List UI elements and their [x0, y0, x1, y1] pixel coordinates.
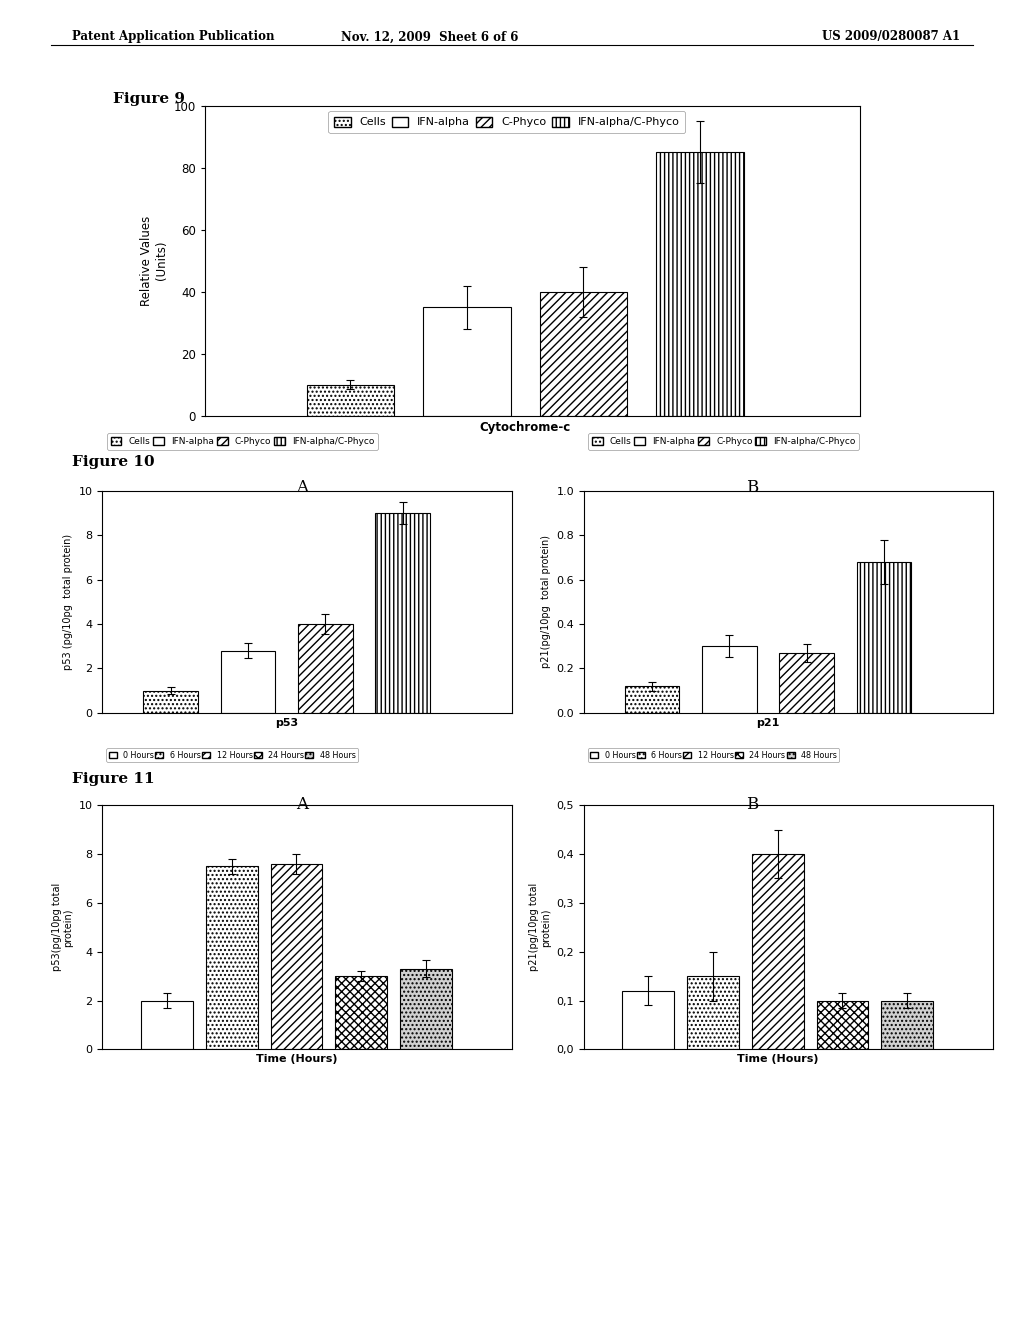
Bar: [335, 977, 387, 1049]
Bar: [143, 690, 198, 713]
Bar: [221, 651, 275, 713]
Y-axis label: p21(pg/10pg  total protein): p21(pg/10pg total protein): [541, 536, 551, 668]
Bar: [270, 863, 323, 1049]
Bar: [687, 977, 739, 1049]
Bar: [752, 854, 804, 1049]
Legend: Cells, IFN-alpha, C-Phyco, IFN-alpha/C-Phyco: Cells, IFN-alpha, C-Phyco, IFN-alpha/C-P…: [588, 433, 859, 450]
Legend: 0 Hours, 6 Hours, 12 Hours, 24 Hours, 48 Hours: 0 Hours, 6 Hours, 12 Hours, 24 Hours, 48…: [588, 748, 840, 762]
Bar: [298, 624, 352, 713]
Y-axis label: p53 (pg/10pg  total protein): p53 (pg/10pg total protein): [63, 533, 73, 671]
Bar: [376, 513, 430, 713]
Bar: [206, 866, 258, 1049]
Text: Patent Application Publication: Patent Application Publication: [72, 30, 274, 44]
Bar: [702, 647, 757, 713]
Legend: Cells, IFN-alpha, C-Phyco, IFN-alpha/C-Phyco: Cells, IFN-alpha, C-Phyco, IFN-alpha/C-P…: [106, 433, 378, 450]
Bar: [656, 152, 743, 416]
Text: B: B: [746, 479, 759, 496]
Y-axis label: Relative Values
(Units): Relative Values (Units): [140, 215, 168, 306]
Y-axis label: p53(pg/10pg total
protein): p53(pg/10pg total protein): [51, 883, 73, 972]
Text: Figure 10: Figure 10: [72, 455, 155, 470]
Bar: [857, 562, 911, 713]
Bar: [625, 686, 679, 713]
Text: B: B: [746, 796, 759, 813]
Bar: [540, 292, 627, 416]
Y-axis label: p21(pg/10pg total
protein): p21(pg/10pg total protein): [529, 883, 551, 972]
Bar: [816, 1001, 868, 1049]
Bar: [141, 1001, 193, 1049]
Bar: [400, 969, 452, 1049]
Legend: Cells, IFN-alpha, C-Phyco, IFN-alpha/C-Phyco: Cells, IFN-alpha, C-Phyco, IFN-alpha/C-P…: [329, 111, 685, 133]
Bar: [779, 653, 834, 713]
Bar: [307, 385, 394, 416]
Legend: 0 Hours, 6 Hours, 12 Hours, 24 Hours, 48 Hours: 0 Hours, 6 Hours, 12 Hours, 24 Hours, 48…: [106, 748, 358, 762]
Bar: [623, 991, 674, 1049]
Text: Figure 11: Figure 11: [72, 772, 155, 787]
Text: US 2009/0280087 A1: US 2009/0280087 A1: [822, 30, 959, 44]
Text: Nov. 12, 2009  Sheet 6 of 6: Nov. 12, 2009 Sheet 6 of 6: [341, 30, 519, 44]
Text: A: A: [296, 479, 308, 496]
Text: A: A: [296, 796, 308, 813]
Bar: [882, 1001, 933, 1049]
Text: Figure 9: Figure 9: [113, 92, 184, 107]
Bar: [423, 308, 511, 416]
